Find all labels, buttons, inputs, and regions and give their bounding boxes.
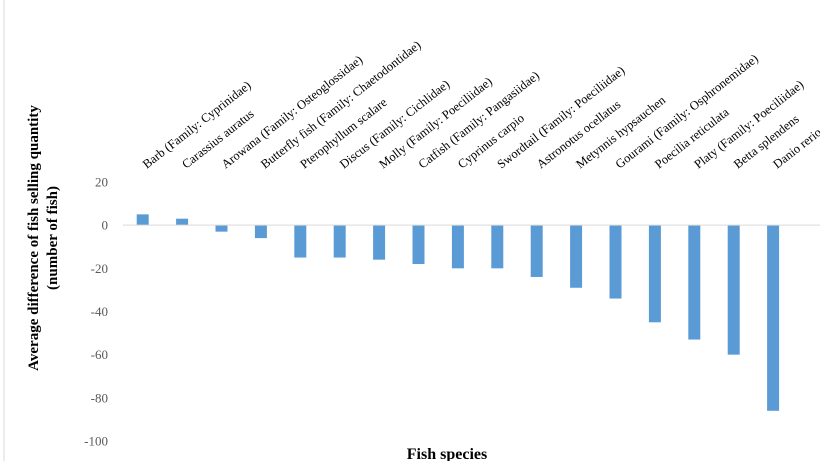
bar <box>294 225 307 258</box>
category-labels: Barb (Family: Cyprinidae)Carassius aurat… <box>140 38 820 172</box>
y-tick-label: -40 <box>91 304 108 319</box>
bar <box>412 225 425 265</box>
y-tick-label: 20 <box>95 175 108 190</box>
bar <box>136 214 149 226</box>
bar <box>648 225 661 323</box>
bar <box>767 225 780 411</box>
bar <box>333 225 346 258</box>
bar <box>609 225 622 299</box>
bar <box>176 218 189 226</box>
y-axis-title: Average difference of fish selling quant… <box>26 105 61 371</box>
bar <box>491 225 504 269</box>
y-tick-label: -60 <box>91 347 108 362</box>
bar <box>215 225 228 232</box>
bar <box>451 225 464 269</box>
x-axis-title: Fish species <box>407 446 487 461</box>
bars <box>136 214 780 411</box>
y-tick-label: -100 <box>84 434 108 449</box>
y-axis-title-line2: (number of fish) <box>45 186 61 290</box>
bar <box>530 225 543 277</box>
bar <box>688 225 701 340</box>
y-axis: 20 0 -20 -40 -60 -80 -100 <box>84 175 108 449</box>
y-axis-title-line1: Average difference of fish selling quant… <box>26 105 42 371</box>
bar <box>254 225 267 239</box>
y-tick-label: -20 <box>91 261 108 276</box>
bar <box>373 225 386 260</box>
y-tick-label: -80 <box>91 390 108 405</box>
bar <box>570 225 583 288</box>
y-tick-label: 0 <box>102 218 109 233</box>
bar <box>727 225 740 355</box>
